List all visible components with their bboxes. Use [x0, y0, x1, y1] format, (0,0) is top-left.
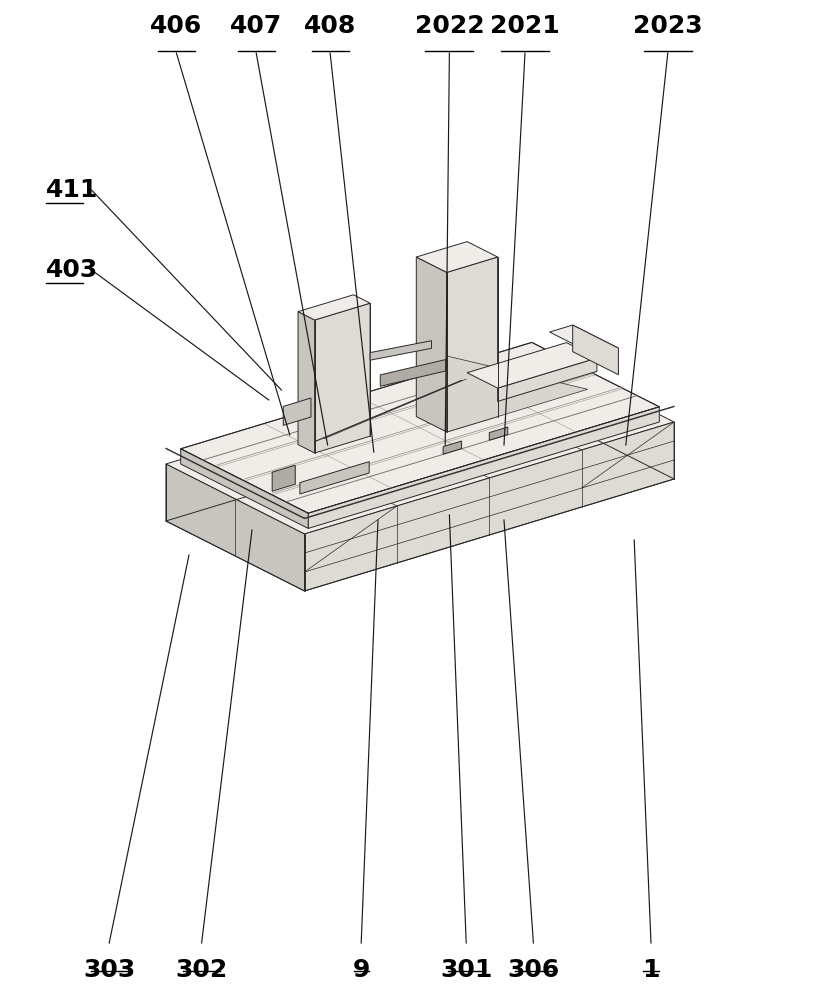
Polygon shape [166, 464, 305, 591]
Text: 2022: 2022 [415, 14, 484, 38]
Text: 406: 406 [150, 14, 202, 38]
Polygon shape [181, 342, 659, 513]
Polygon shape [315, 303, 370, 453]
Polygon shape [308, 407, 659, 528]
Text: 403: 403 [46, 258, 98, 282]
Polygon shape [573, 325, 618, 375]
Polygon shape [417, 257, 447, 432]
Polygon shape [298, 312, 315, 453]
Polygon shape [305, 422, 675, 591]
Text: 411: 411 [46, 178, 98, 202]
Polygon shape [181, 449, 308, 528]
Text: 407: 407 [230, 14, 282, 38]
Text: 2021: 2021 [490, 14, 560, 38]
Text: 306: 306 [507, 958, 559, 982]
Polygon shape [467, 343, 597, 388]
Polygon shape [300, 462, 370, 494]
Polygon shape [447, 356, 588, 432]
Text: 2023: 2023 [633, 14, 702, 38]
Text: 301: 301 [440, 958, 492, 982]
Polygon shape [381, 359, 446, 386]
Text: 1: 1 [643, 958, 659, 982]
Text: 303: 303 [83, 958, 135, 982]
Text: 9: 9 [353, 958, 370, 982]
Polygon shape [447, 257, 497, 432]
Polygon shape [298, 295, 370, 320]
Polygon shape [444, 441, 462, 454]
Polygon shape [417, 242, 497, 272]
Polygon shape [549, 325, 618, 355]
Polygon shape [370, 341, 432, 360]
Text: 408: 408 [304, 14, 356, 38]
Polygon shape [497, 358, 597, 401]
Polygon shape [283, 398, 311, 425]
Polygon shape [489, 427, 507, 440]
Text: 302: 302 [176, 958, 228, 982]
Polygon shape [166, 352, 675, 534]
Polygon shape [272, 465, 296, 491]
